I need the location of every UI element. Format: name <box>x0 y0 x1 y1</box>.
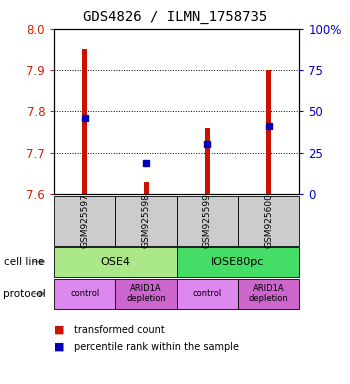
Text: protocol: protocol <box>4 289 46 299</box>
Bar <box>205 128 210 194</box>
Bar <box>266 70 271 194</box>
Text: IOSE80pc: IOSE80pc <box>211 257 265 267</box>
Text: GSM925599: GSM925599 <box>203 194 212 248</box>
Text: transformed count: transformed count <box>74 325 164 335</box>
Text: ■: ■ <box>54 342 65 352</box>
Text: GDS4826 / ILMN_1758735: GDS4826 / ILMN_1758735 <box>83 10 267 23</box>
Text: ARID1A
depletion: ARID1A depletion <box>249 284 288 303</box>
Text: control: control <box>70 289 99 298</box>
Text: OSE4: OSE4 <box>100 257 131 267</box>
Bar <box>144 182 149 194</box>
Bar <box>83 50 88 194</box>
Text: percentile rank within the sample: percentile rank within the sample <box>74 342 238 352</box>
Text: ARID1A
depletion: ARID1A depletion <box>126 284 166 303</box>
Text: GSM925597: GSM925597 <box>80 194 89 248</box>
Text: cell line: cell line <box>4 257 44 267</box>
Text: ■: ■ <box>54 325 65 335</box>
Text: GSM925600: GSM925600 <box>264 194 273 248</box>
Text: GSM925598: GSM925598 <box>142 194 150 248</box>
Text: control: control <box>193 289 222 298</box>
